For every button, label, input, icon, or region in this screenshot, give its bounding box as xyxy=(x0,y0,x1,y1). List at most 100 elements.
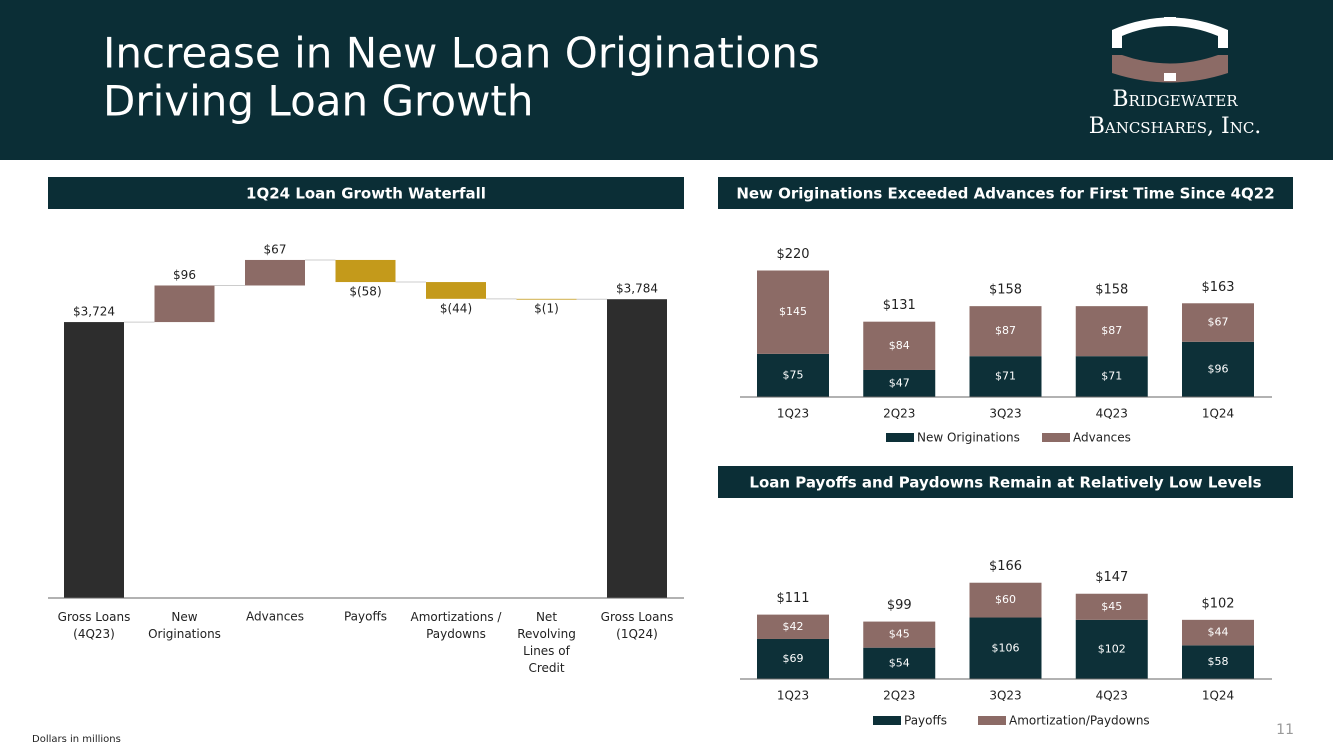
bar-segment xyxy=(1182,619,1254,646)
bar-segment xyxy=(863,621,936,648)
legend-swatch xyxy=(1042,433,1070,442)
chart-title: Loan Payoffs and Paydowns Remain at Rela… xyxy=(749,474,1261,492)
value-label: $71 xyxy=(1101,370,1122,383)
x-tick-label: 2Q23 xyxy=(883,407,915,421)
bar-segment xyxy=(1182,303,1254,342)
value-label: $67 xyxy=(1208,316,1229,329)
slide-title: Increase in New Loan Originations xyxy=(103,29,820,78)
total-label: $166 xyxy=(989,559,1022,574)
value-label: $96 xyxy=(1208,362,1229,375)
legend-swatch xyxy=(873,716,901,725)
x-tick-label: Gross Loans (1Q24) xyxy=(601,610,674,641)
legend-label: Amortization/Paydowns xyxy=(1009,714,1150,728)
logo-text: Bridgewater xyxy=(1112,87,1238,112)
value-label: $54 xyxy=(889,656,910,669)
chart-title: 1Q24 Loan Growth Waterfall xyxy=(246,185,486,203)
bar-segment xyxy=(1075,306,1148,357)
logo xyxy=(1112,17,1228,83)
bar-segment xyxy=(757,270,829,354)
bar-segment xyxy=(863,369,936,397)
bar-segment xyxy=(1075,356,1148,397)
total-label: $163 xyxy=(1201,280,1234,295)
total-label: $102 xyxy=(1201,596,1234,611)
bar-segment xyxy=(1182,341,1254,397)
value-label: $145 xyxy=(779,305,807,318)
value-label: $69 xyxy=(783,652,804,665)
value-label: $96 xyxy=(173,268,196,282)
bar-segment xyxy=(969,617,1042,679)
bar xyxy=(335,259,396,283)
x-tick-label: 1Q23 xyxy=(777,689,809,703)
value-label: $67 xyxy=(264,242,287,256)
bar xyxy=(516,298,577,300)
legend-label: Payoffs xyxy=(904,714,947,728)
x-tick-label: 3Q23 xyxy=(989,407,1021,421)
value-label: $87 xyxy=(995,324,1016,337)
x-tick-label: 1Q23 xyxy=(777,407,809,421)
total-label: $147 xyxy=(1095,570,1128,585)
bar-segment xyxy=(757,638,829,679)
footnote: Dollars in millions xyxy=(32,734,121,745)
value-label: $45 xyxy=(889,628,910,641)
x-tick-label: 4Q23 xyxy=(1096,407,1128,421)
bar-segment xyxy=(969,306,1042,357)
total-label: $158 xyxy=(1095,283,1128,298)
value-label: $(44) xyxy=(440,301,472,315)
value-label: $47 xyxy=(889,376,910,389)
logo-text: Bancshares, Inc. xyxy=(1089,114,1262,139)
bar-segment xyxy=(1075,619,1148,679)
bar-segment xyxy=(757,353,829,397)
chart-banner xyxy=(718,466,1293,498)
bar xyxy=(64,322,124,598)
value-label: $3,724 xyxy=(73,305,115,319)
bar-segment xyxy=(1075,593,1148,620)
value-label: $71 xyxy=(995,370,1016,383)
value-label: $42 xyxy=(783,620,804,633)
page-number: 11 xyxy=(1276,722,1294,738)
bar xyxy=(426,282,486,299)
legend-label: New Originations xyxy=(917,431,1020,445)
value-label: $102 xyxy=(1098,642,1126,655)
bar-segment xyxy=(969,356,1042,397)
total-label: $158 xyxy=(989,283,1022,298)
value-label: $44 xyxy=(1208,626,1229,639)
x-tick-label: Net Revolving Lines of Credit xyxy=(517,610,576,675)
x-tick-label: Payoffs xyxy=(344,610,387,624)
bar-segment xyxy=(863,647,936,679)
total-label: $131 xyxy=(883,298,916,313)
bar-segment xyxy=(969,582,1042,618)
legend-swatch xyxy=(886,433,914,442)
value-label: $(1) xyxy=(534,302,559,316)
x-tick-label: Amortizations / Paydowns xyxy=(411,610,503,641)
bar xyxy=(154,285,215,323)
total-label: $220 xyxy=(776,247,809,262)
bar xyxy=(607,299,667,598)
value-label: $60 xyxy=(995,593,1016,606)
slide-title: Driving Loan Growth xyxy=(103,77,534,126)
chart-banner xyxy=(48,177,684,209)
total-label: $99 xyxy=(887,598,912,613)
total-label: $111 xyxy=(776,591,809,606)
bar-segment xyxy=(1182,645,1254,679)
value-label: $87 xyxy=(1101,324,1122,337)
x-tick-label: 1Q24 xyxy=(1202,407,1234,421)
value-label: $106 xyxy=(992,641,1020,654)
header-band xyxy=(0,0,1333,160)
x-tick-label: New Originations xyxy=(148,610,221,641)
value-label: $3,784 xyxy=(616,282,658,296)
legend-swatch xyxy=(978,716,1006,725)
chart-title: New Originations Exceeded Advances for F… xyxy=(736,185,1274,203)
x-tick-label: Advances xyxy=(246,610,304,624)
x-tick-label: 3Q23 xyxy=(989,689,1021,703)
chart-banner xyxy=(718,177,1293,209)
value-label: $45 xyxy=(1101,600,1122,613)
x-tick-label: 1Q24 xyxy=(1202,689,1234,703)
value-label: $84 xyxy=(889,339,910,352)
value-label: $58 xyxy=(1208,655,1229,668)
x-tick-label: 4Q23 xyxy=(1096,689,1128,703)
bar-segment xyxy=(757,614,829,639)
x-tick-label: Gross Loans (4Q23) xyxy=(58,610,131,641)
legend-label: Advances xyxy=(1073,431,1131,445)
bar-segment xyxy=(863,321,936,370)
